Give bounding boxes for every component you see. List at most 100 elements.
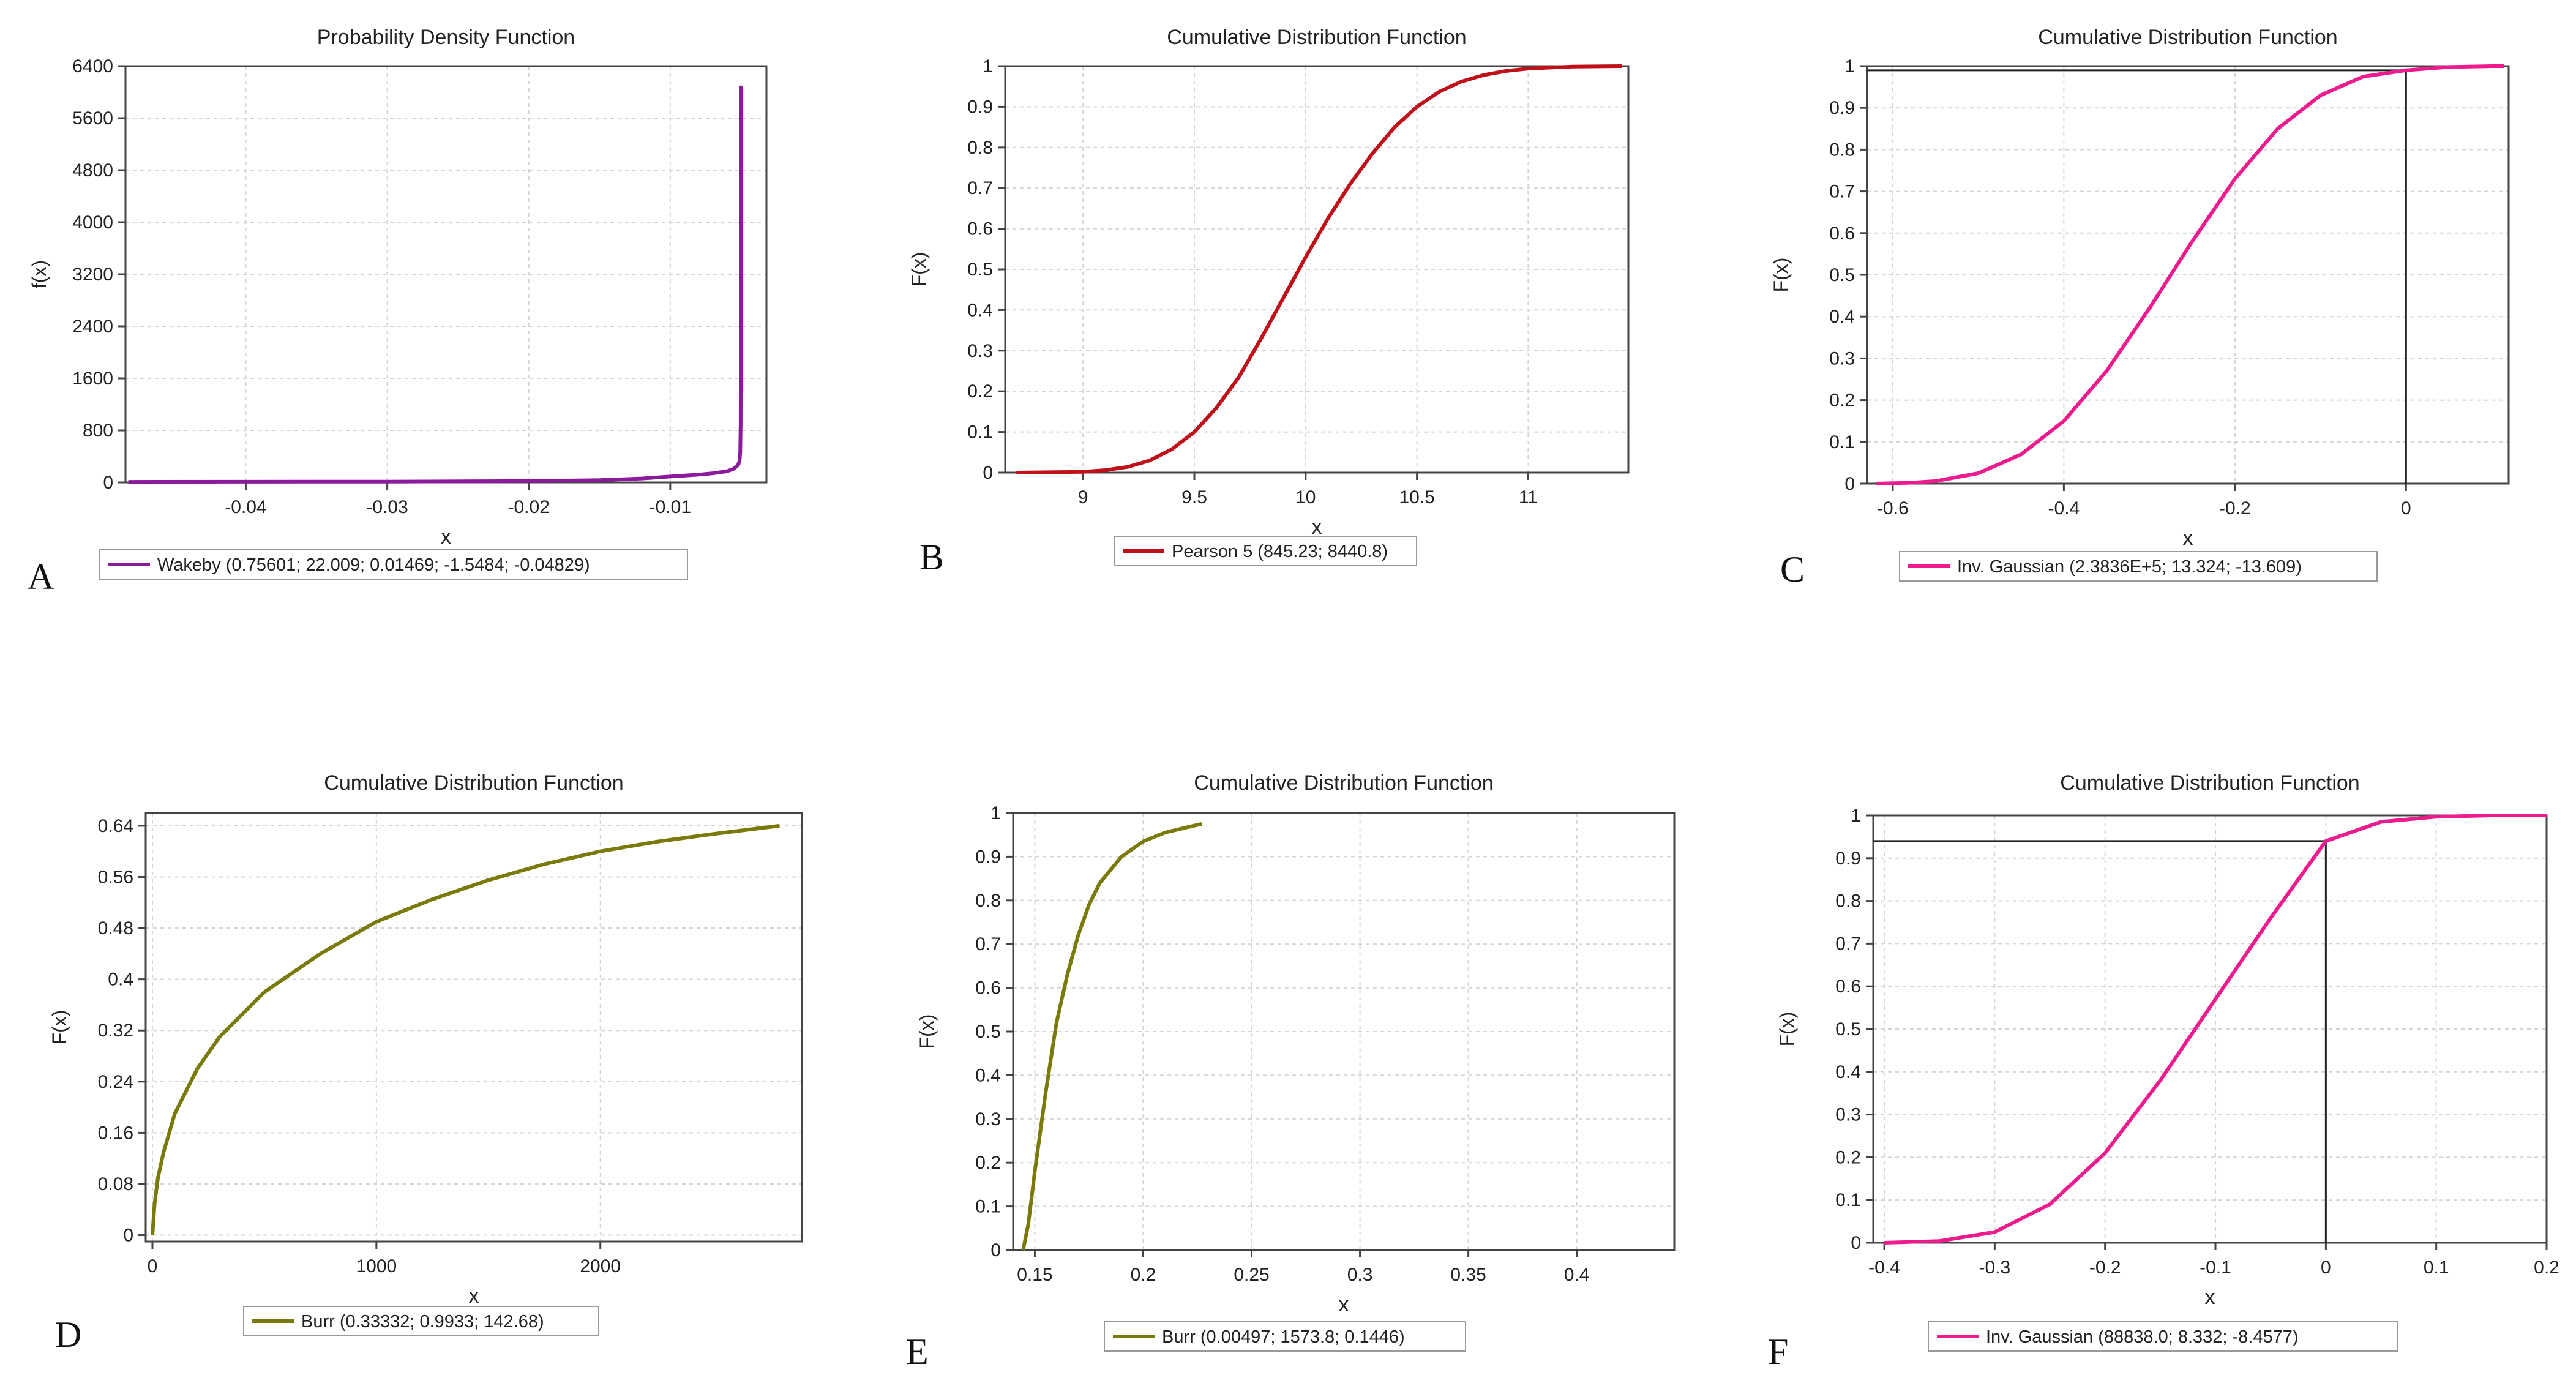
y-tick-label: 0.16 [98,1123,133,1143]
series-line [1021,822,1202,1251]
y-tick-label: 1 [990,803,1001,823]
plot-frame [144,812,803,1243]
chart-title: Probability Density Function [317,26,575,49]
legend-box [1104,1321,1466,1352]
y-tick-label: 0.9 [975,847,1001,867]
panel-letter: F [1768,1332,1788,1372]
y-tick-label: 0 [103,473,113,493]
chart-panel-b: 9 9.5 10 10.5 11 0 0.1 0.2 0.3 0.4 0.5 0.6 0.7 0.8 0.9… [908,26,1630,577]
panel-letter: C [1780,549,1805,590]
x-tick-label: 9 [1078,487,1088,508]
y-tick-label: 1 [983,56,993,77]
y-tick-label: 800 [83,421,113,441]
y-tick-label: 0.08 [98,1174,133,1194]
y-tick-label: 0.8 [967,138,993,158]
y-tick-label: 5600 [72,108,113,129]
y-tick-label: 0.5 [1829,265,1855,285]
x-tick-label: -0.1 [2200,1257,2231,1278]
panel-letter: E [906,1332,929,1372]
x-axis-label: x [2205,1286,2215,1309]
legend-box [243,1306,599,1336]
y-tick-label: 0.4 [108,970,133,990]
x-axis-label: x [1312,515,1322,539]
series-line [1875,64,2504,485]
legend: Inv. Gaussian (88838.0; 8.332; -8.4577) [1928,1321,2398,1352]
x-tick-label: 0 [2321,1257,2331,1278]
legend-entry: Inv. Gaussian (88838.0; 8.332; -8.4577) [1986,1327,2299,1347]
y-tick-label: 0.4 [1835,1062,1861,1082]
y-axis-label: f(x) [28,260,50,288]
x-tick-label: 0.35 [1450,1265,1486,1285]
y-tick-label: 0.1 [967,422,993,443]
legend: Wakeby (0.75601; 22.009; 0.01469; -1.548… [99,549,688,580]
x-tick-label: 10.5 [1399,487,1434,508]
x-axis-label: x [469,1284,479,1308]
chart-title: Cumulative Distribution Function [324,771,623,795]
y-tick-label: 0.5 [967,260,993,280]
x-tick-label: -0.02 [508,497,550,517]
y-tick-label: 0.7 [967,178,993,198]
x-tick-label: 0.3 [1347,1265,1373,1285]
panel-letter: D [55,1314,81,1355]
x-tick-label: 0.1 [2424,1257,2449,1278]
x-axis-label: x [441,525,451,549]
legend: Burr (0.33332; 0.9933; 142.68) [243,1306,599,1336]
x-axis-label: x [2183,526,2193,550]
y-tick-label: 1 [1844,56,1855,77]
legend: Inv. Gaussian (2.3836E+5; 13.324; -13.60… [1899,551,2378,582]
y-tick-label: 0.5 [975,1022,1001,1042]
x-tick-label: -0.2 [2089,1257,2121,1278]
y-tick-label: 1 [1851,806,1861,826]
x-tick-label: -0.6 [1877,498,1909,519]
y-tick-label: 3200 [72,264,113,285]
y-tick-label: 0 [983,463,993,483]
y-tick-label: 0.3 [1829,348,1855,369]
y-tick-label: 0.3 [1835,1105,1861,1125]
y-tick-label: 0.6 [967,219,993,239]
x-tick-label: -0.4 [1868,1257,1900,1278]
y-tick-label: 0.6 [975,978,1001,998]
series-line [1884,814,2547,1245]
x-tick-label: -0.01 [650,497,691,517]
legend-box [99,549,688,580]
y-tick-label: 0.8 [1835,891,1861,912]
y-tick-label: 0.9 [1835,848,1861,869]
x-tick-label: 11 [1519,487,1538,508]
y-axis-label: F(x) [1776,1012,1798,1047]
x-tick-label: 9.5 [1181,487,1207,508]
y-tick-label: 0.7 [1835,934,1861,954]
y-tick-label: 4000 [72,212,113,233]
y-tick-label: 0.1 [1835,1190,1861,1210]
y-tick-label: 0.1 [975,1197,1001,1217]
chart-title: Cumulative Distribution Function [2038,26,2337,49]
chart-panel-e: 0.15 0.2 0.25 0.3 0.35 0.4 0 0.1 0.2 0.3 0.4 0.5 0.6… [906,771,1676,1372]
x-tick-label: 0.4 [1564,1265,1590,1285]
y-tick-label: 0.7 [1829,182,1855,202]
x-tick-label: 0.25 [1234,1265,1269,1285]
x-tick-label: 1000 [356,1256,397,1276]
y-tick-label: 0.4 [967,300,993,320]
y-tick-label: 0.2 [975,1153,1001,1173]
legend: Burr (0.00497; 1573.8; 0.1446) [1104,1321,1466,1352]
y-tick-label: 0.3 [967,341,993,361]
x-tick-label: -0.3 [1979,1257,2011,1278]
x-tick-label: -0.4 [2048,498,2080,519]
y-tick-label: 0.6 [1835,976,1861,997]
series-line [151,823,780,1235]
y-tick-label: 0 [1844,474,1855,494]
x-axis-label: x [1339,1293,1349,1316]
x-tick-label: 0 [2401,498,2411,519]
legend-box [1114,536,1417,566]
y-tick-label: 0.5 [1835,1019,1861,1040]
x-tick-label: 0.2 [2534,1257,2559,1278]
x-tick-label: -0.03 [366,497,408,517]
plot-area [125,66,766,482]
y-tick-label: 0.8 [975,891,1001,911]
y-tick-label: 0.9 [967,97,993,117]
x-tick-label: 0.2 [1131,1265,1156,1285]
x-tick-label: -0.2 [2219,498,2251,519]
x-tick-label: 10 [1295,487,1316,508]
y-tick-label: 0.8 [1829,140,1855,160]
legend-entry: Wakeby (0.75601; 22.009; 0.01469; -1.548… [157,555,590,575]
legend-entry: Burr (0.00497; 1573.8; 0.1446) [1162,1327,1405,1347]
